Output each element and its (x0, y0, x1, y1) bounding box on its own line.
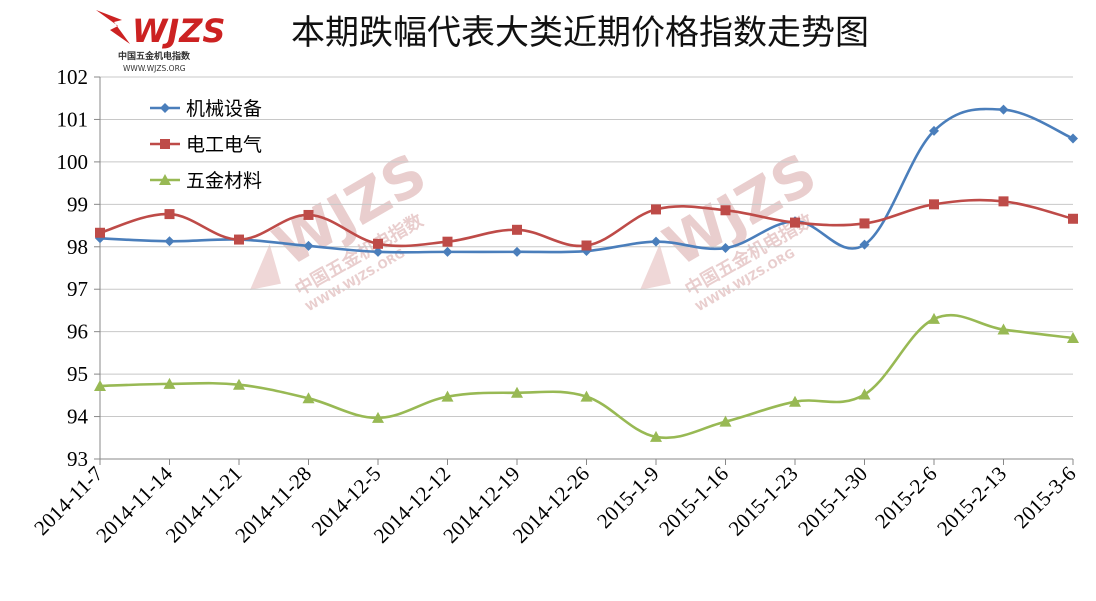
x-tick-label: 2015-2-6 (870, 462, 941, 533)
y-tick-label: 98 (67, 235, 88, 259)
data-point (303, 209, 314, 220)
legend-label: 五金材料 (186, 170, 262, 192)
series-2 (95, 196, 1078, 251)
data-point (373, 238, 383, 249)
data-point (720, 243, 731, 254)
data-point (302, 392, 315, 404)
data-point (929, 125, 939, 136)
data-point (929, 199, 939, 210)
axes (94, 76, 1074, 465)
data-point (580, 390, 593, 402)
x-tick-label: 2015-1-9 (592, 462, 663, 533)
series-line (99, 313, 1074, 440)
legend-item: 电工电气 (150, 134, 262, 156)
logo-subtitle: 中国五金机电指数 (118, 50, 191, 62)
data-point (720, 205, 731, 216)
y-tick-label: 100 (57, 150, 89, 174)
data-point (233, 378, 245, 390)
y-tick-label: 102 (57, 65, 89, 89)
logo-text: WJZS (132, 12, 225, 50)
data-point (512, 246, 522, 257)
data-point (651, 204, 661, 215)
data-point (441, 390, 454, 402)
data-point (790, 217, 800, 228)
logo-arrow-icon (96, 10, 130, 44)
data-point (234, 234, 244, 245)
x-tick-label: 2015-1-16 (654, 462, 733, 541)
data-point (581, 240, 592, 251)
data-point (719, 415, 732, 427)
data-point (998, 196, 1009, 207)
data-point (94, 379, 106, 391)
legend-marker (160, 139, 170, 149)
data-point (1067, 332, 1079, 344)
y-tick-label: 99 (67, 192, 88, 216)
watermark-right: WJZS 中国五金机电指数 WWW.WJZS.ORG (640, 142, 828, 314)
y-tick-label: 96 (67, 320, 88, 344)
data-point (1068, 133, 1078, 144)
data-point (998, 104, 1009, 115)
data-point (650, 430, 662, 442)
legend-marker (159, 174, 171, 185)
y-tick-label: 93 (67, 447, 88, 471)
data-point (95, 227, 105, 238)
data-point (789, 395, 801, 407)
x-tick-label: 2015-1-23 (724, 462, 803, 541)
x-tick-labels: 2014-11-72014-11-142014-11-212014-11-282… (29, 461, 1080, 548)
series-line (99, 107, 1074, 254)
x-tick-label: 2014-12-26 (508, 462, 594, 548)
x-tick-label: 2015-1-30 (793, 462, 872, 541)
data-point (442, 236, 453, 247)
y-tick-label: 94 (67, 405, 89, 429)
data-point (859, 239, 870, 250)
y-tick-labels: 93 94 95 96 97 98 99 100 101 102 (57, 65, 89, 471)
x-tick-label: 2015-2-13 (932, 462, 1011, 541)
legend-item: 五金材料 (150, 170, 262, 192)
data-point (512, 224, 522, 235)
legend-label: 电工电气 (186, 134, 262, 156)
legend-marker (160, 103, 170, 113)
chart-title: 本期跌幅代表大类近期价格指数走势图 (291, 13, 869, 53)
series-3 (94, 312, 1079, 442)
data-point (372, 411, 384, 423)
y-tick-label: 101 (57, 107, 89, 131)
x-tick-label: 2015-3-6 (1009, 462, 1080, 533)
data-point (373, 246, 383, 257)
y-tick-label: 97 (67, 277, 88, 301)
data-point (511, 386, 523, 398)
data-point (303, 240, 314, 251)
x-tick-label: 2014-11-28 (230, 462, 316, 548)
logo: WJZS 中国五金机电指数 WWW.WJZS.ORG (96, 10, 225, 73)
y-tick-label: 95 (67, 362, 88, 386)
data-point (651, 236, 661, 247)
series-group (94, 104, 1079, 442)
legend-label: 机械设备 (186, 98, 262, 120)
logo-url: WWW.WJZS.ORG (123, 64, 186, 73)
data-point (858, 388, 871, 400)
data-point (164, 236, 175, 247)
data-point (1068, 213, 1078, 224)
watermark-arrow-icon (640, 244, 671, 290)
data-point (928, 312, 940, 324)
data-point (859, 218, 870, 229)
watermark-arrow-icon (250, 244, 281, 290)
data-point (442, 246, 453, 257)
data-point (164, 209, 175, 220)
series-line (99, 198, 1074, 248)
data-point (997, 323, 1010, 335)
legend-item: 机械设备 (150, 98, 262, 120)
data-point (163, 377, 176, 389)
